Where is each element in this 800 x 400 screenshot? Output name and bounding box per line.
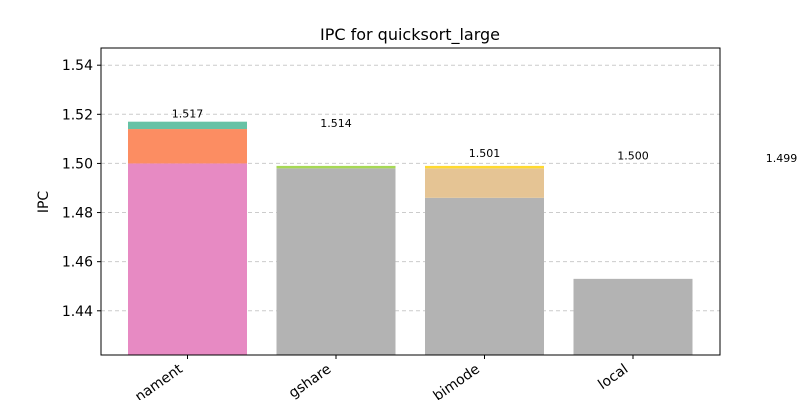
bar-segment — [128, 163, 247, 355]
data-label: 1.500 — [617, 149, 649, 162]
bar-segment — [276, 168, 396, 355]
y-axis-label: IPC — [36, 191, 52, 214]
y-tick-label: 1.44 — [62, 304, 93, 320]
y-axis-ticks: 1.44 1.46 1.48 1.50 1.52 1.54 — [62, 58, 101, 320]
grid — [101, 64, 720, 312]
bar-segment — [425, 168, 544, 198]
chart-title: IPC for quicksort_large — [320, 25, 500, 45]
bar-segment — [425, 197, 544, 355]
data-labels: 1.517 1.514 1.501 1.500 1.499 — [172, 108, 798, 165]
x-tick-label: local — [595, 361, 631, 393]
bar-segment — [425, 165, 544, 169]
axes-frame — [100, 47, 721, 356]
bar-segment — [276, 165, 396, 169]
y-tick-label: 1.52 — [62, 107, 93, 123]
x-axis-ticks: nament gshare bimode local — [132, 355, 634, 400]
data-label: 1.517 — [172, 108, 204, 121]
y-tick-label: 1.50 — [62, 156, 93, 172]
y-tick-label: 1.54 — [62, 58, 93, 74]
data-label: 1.499 — [766, 152, 798, 165]
x-tick-label: bimode — [431, 361, 483, 400]
bar-segment — [128, 121, 247, 130]
bars — [128, 121, 693, 355]
y-tick-label: 1.48 — [62, 206, 93, 222]
bar-segment — [128, 129, 247, 164]
data-label: 1.514 — [320, 117, 352, 130]
x-tick-label: gshare — [286, 361, 334, 400]
bar-segment — [573, 278, 693, 355]
y-tick-label: 1.46 — [62, 255, 93, 271]
data-label: 1.501 — [469, 147, 501, 160]
x-tick-label: nament — [132, 361, 186, 400]
